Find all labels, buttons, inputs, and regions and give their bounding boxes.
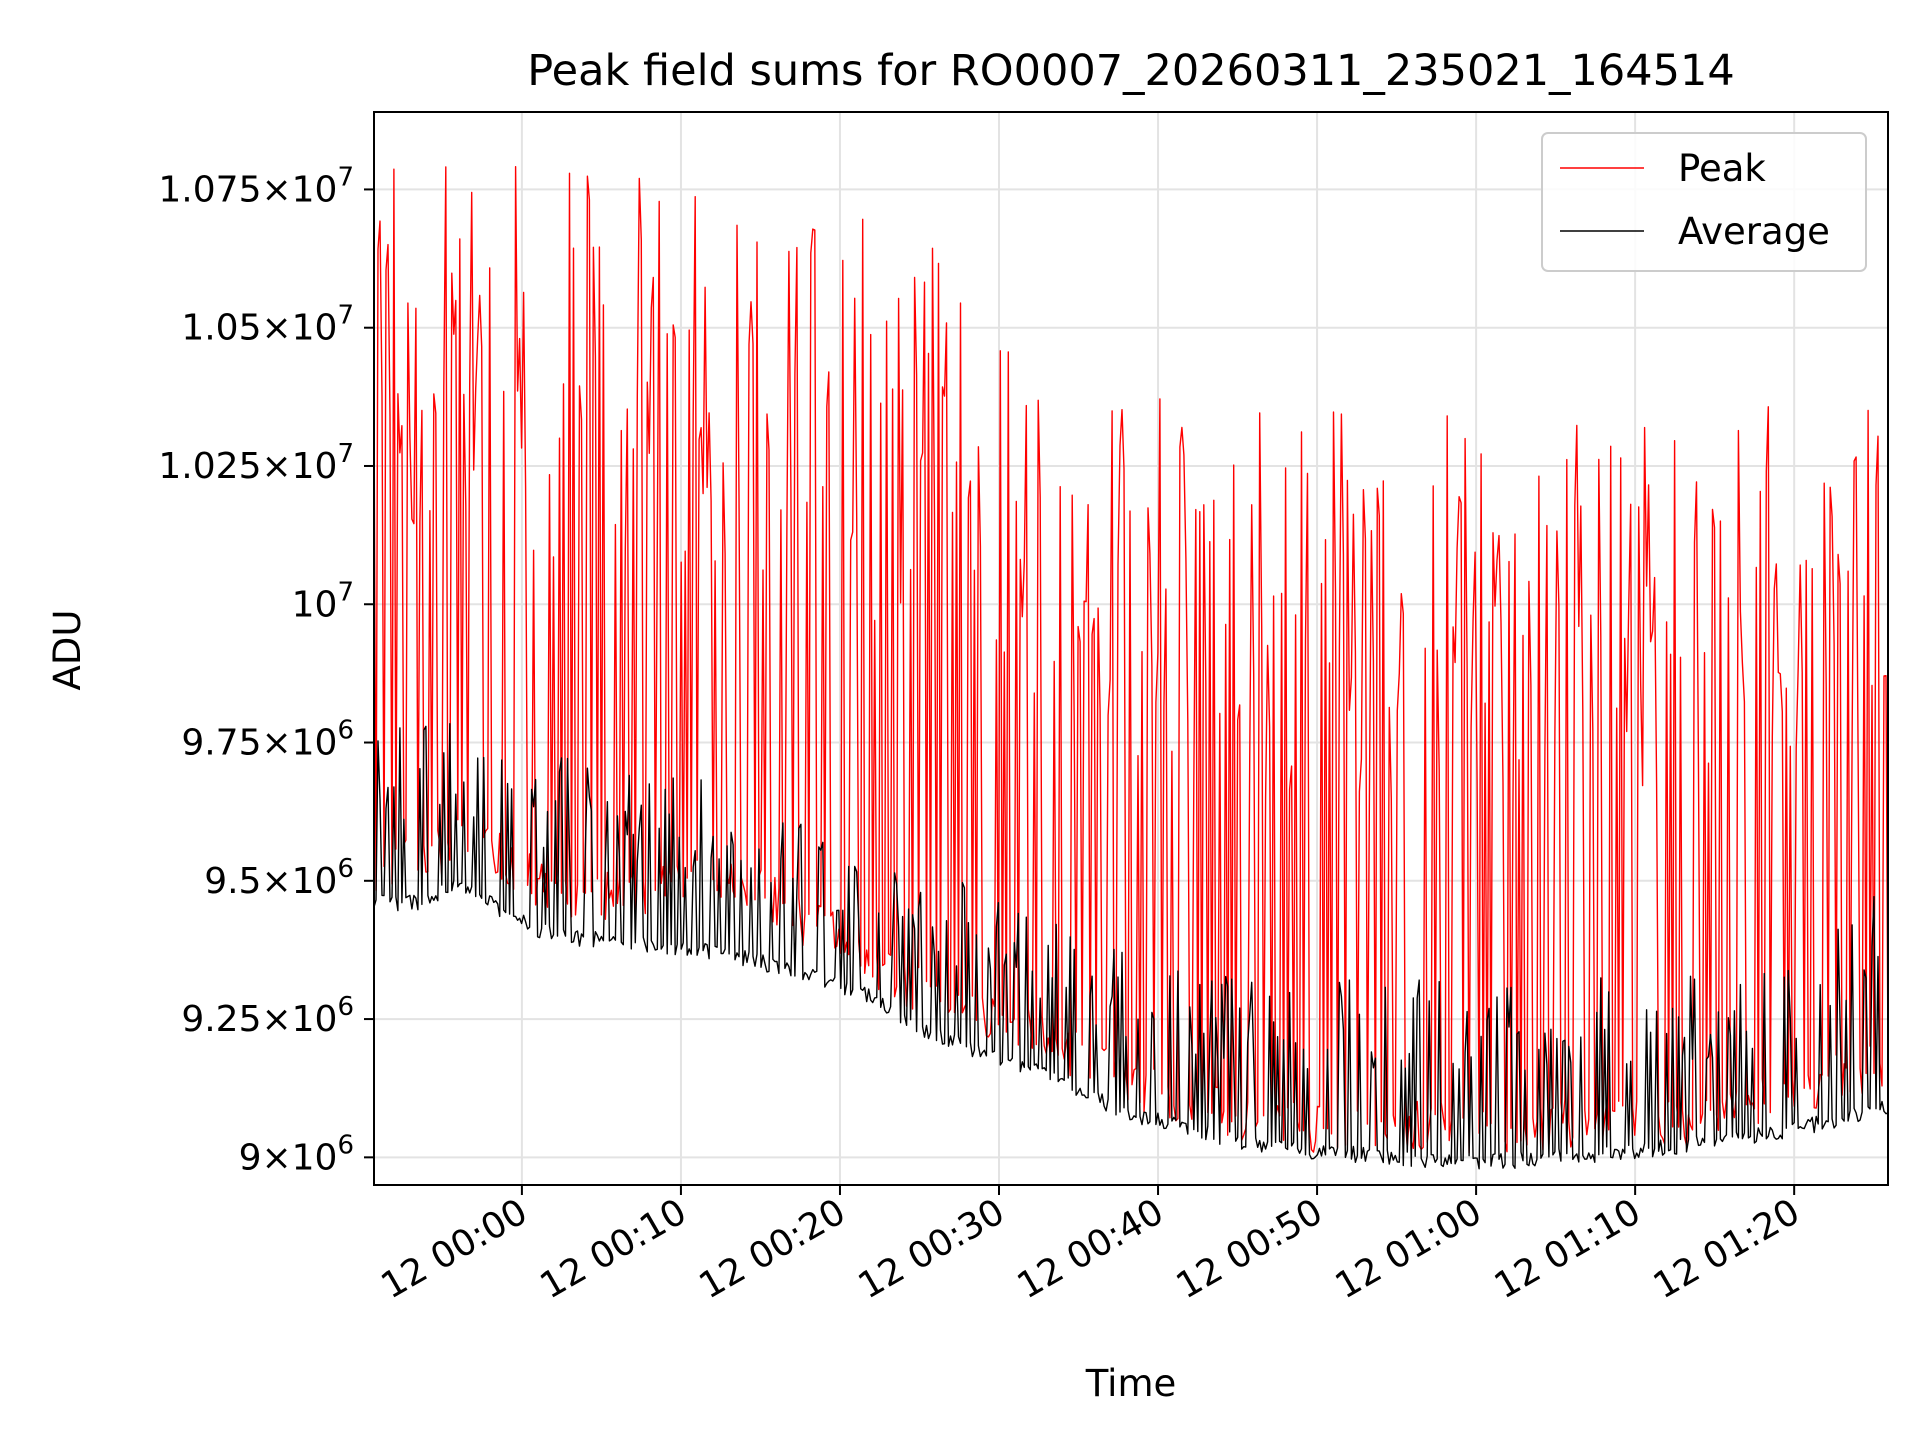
y-tick-base: 10 <box>292 723 338 764</box>
y-tick-base: 10 <box>292 308 338 349</box>
chart-title: Peak field sums for RO0007_20260311_2350… <box>527 46 1734 96</box>
x-axis-label: Time <box>1085 1362 1177 1405</box>
y-axis-label: ADU <box>46 610 89 691</box>
y-tick-label: 9×106 <box>239 1130 354 1178</box>
y-axis: 9×1069.25×1069.5×1069.75×1061071.025×107… <box>158 162 374 1178</box>
legend-label-peak: Peak <box>1678 147 1766 190</box>
y-tick-exponent: 6 <box>337 992 354 1022</box>
y-tick-exponent: 7 <box>337 439 354 469</box>
y-tick-mantissa: 1.075 <box>158 169 261 210</box>
y-tick-mantissa: 1.05 <box>181 308 261 349</box>
y-tick-label: 107 <box>292 577 354 625</box>
y-tick-exponent: 6 <box>337 716 354 746</box>
plot-area: 12 00:00 12 00:10 12 00:20 12 00:30 12 00:40… <box>158 111 1889 1307</box>
y-tick-base: 10 <box>292 169 338 210</box>
y-tick-base: 10 <box>292 999 338 1040</box>
y-tick-label: 1.05×107 <box>181 301 354 349</box>
y-tick-exponent: 7 <box>337 577 354 607</box>
y-tick-label: 1.075×107 <box>158 162 354 210</box>
series-line-average <box>373 723 1889 1170</box>
y-tick-times: × <box>261 169 291 210</box>
y-tick-mantissa: 9.75 <box>181 723 261 764</box>
y-tick-base: 10 <box>292 861 338 902</box>
y-tick-mantissa: 9.25 <box>181 999 261 1040</box>
y-tick-exponent: 6 <box>337 1130 354 1160</box>
y-tick-exponent: 7 <box>337 162 354 192</box>
y-tick-times: × <box>261 1137 291 1178</box>
plot-frame <box>373 111 1889 1186</box>
y-tick-label: 9.25×106 <box>181 992 354 1040</box>
y-tick-times: × <box>261 308 291 349</box>
y-tick-exponent: 6 <box>337 854 354 884</box>
y-tick-label: 9.75×106 <box>181 716 354 764</box>
y-tick-mantissa: 10 <box>292 584 338 625</box>
y-tick-times: × <box>261 999 291 1040</box>
legend-label-average: Average <box>1678 210 1830 253</box>
y-tick-mantissa: 9.5 <box>204 861 261 902</box>
y-tick-base: 10 <box>292 446 338 487</box>
y-tick-base: 10 <box>292 1137 338 1178</box>
y-tick-label: 1.025×107 <box>158 439 354 487</box>
legend: Peak Average <box>1541 132 1867 272</box>
y-tick-times: × <box>261 446 291 487</box>
y-tick-mantissa: 1.025 <box>158 446 261 487</box>
y-tick-label: 9.5×106 <box>204 854 354 902</box>
y-tick-times: × <box>261 861 291 902</box>
y-tick-mantissa: 9 <box>239 1137 262 1178</box>
y-tick-times: × <box>261 723 291 764</box>
y-tick-exponent: 7 <box>337 301 354 331</box>
series-line-peak <box>373 165 1889 1154</box>
series-layer <box>373 165 1889 1170</box>
